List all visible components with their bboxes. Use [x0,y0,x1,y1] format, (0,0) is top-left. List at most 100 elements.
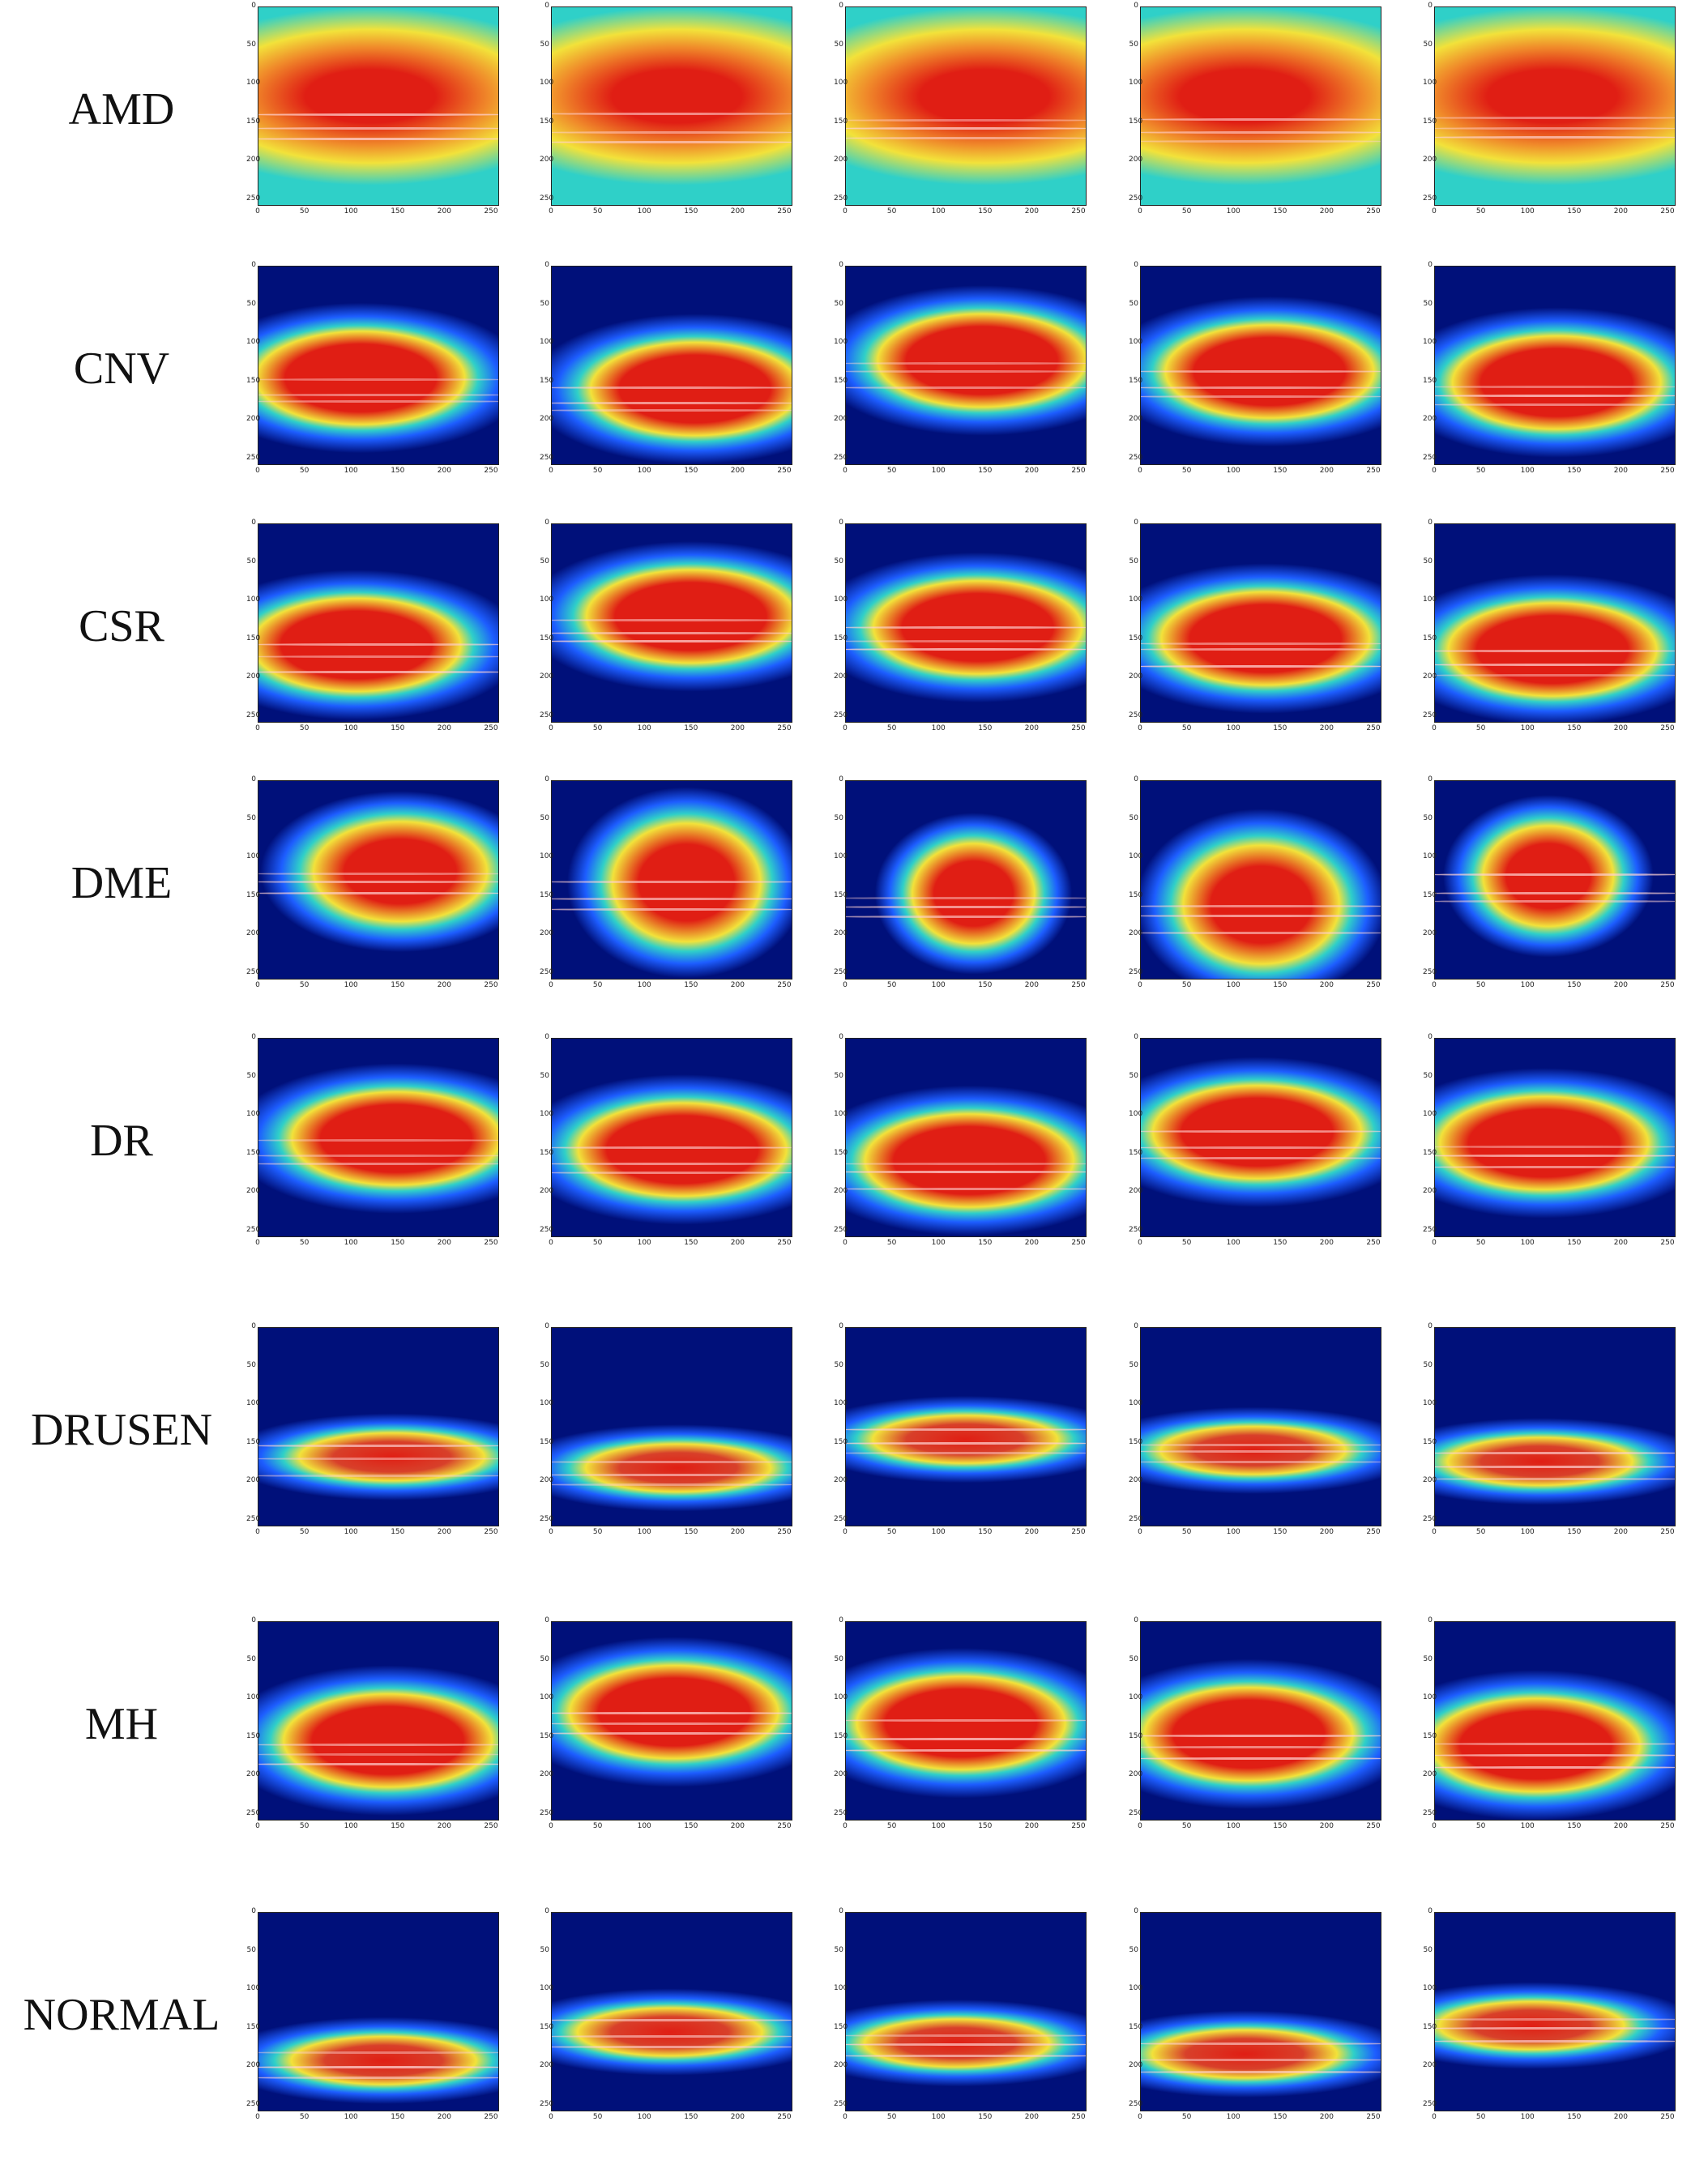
retina-layer [552,897,792,900]
y-tick-label: 0 [1134,775,1138,783]
y-tick-label: 150 [1129,1437,1143,1446]
retina-layer [258,642,498,646]
x-tick-label: 150 [684,1822,698,1830]
retina-layer [552,112,792,115]
y-tick-label: 100 [246,595,261,604]
x-tick-label: 150 [1567,467,1582,475]
y-tick-label: 200 [834,1476,848,1484]
x-tick-label: 150 [684,1528,698,1536]
retina-layer [1141,386,1381,389]
x-tick-label: 0 [1432,1528,1437,1536]
x-tick-label: 100 [931,207,946,216]
y-tick-label: 0 [544,519,549,527]
heatmap-panel: 0 0 50 50 100 100 150 150 200 200 250 250 [1423,774,1682,1009]
x-tick-label: 100 [931,981,946,989]
y-tick-label: 0 [1428,261,1433,269]
attention-heatmap [845,1038,1087,1237]
y-tick-label: 100 [540,1693,554,1701]
retina-layer [258,670,498,673]
x-tick-label: 200 [437,1528,451,1536]
y-tick-label: 200 [834,415,848,423]
y-tick-label: 150 [834,1148,848,1157]
retina-layer [846,370,1086,373]
y-tick-label: 150 [540,376,554,385]
x-tick-label: 200 [730,1822,745,1830]
y-tick-label: 50 [540,813,549,822]
retina-layer [552,386,792,389]
attention-heatmap [258,1912,499,2111]
attention-heatmap [551,1621,792,1821]
x-tick-label: 150 [978,207,993,216]
heatmap-panel: 0 0 50 50 100 100 150 150 200 200 250 250 [834,1031,1093,1266]
y-tick-label: 50 [834,1945,843,1954]
y-tick-label: 100 [834,1399,848,1407]
retina-layer [258,2066,498,2069]
row-label: CNV [73,344,170,394]
row-label: CSR [79,601,164,651]
x-tick-label: 200 [1613,2113,1628,2121]
x-tick-label: 50 [592,207,603,216]
x-tick-label: 0 [1432,724,1437,732]
retina-layer [1435,135,1675,139]
x-tick-label: 200 [1613,1528,1628,1536]
y-tick-label: 200 [834,156,848,164]
x-tick-label: 250 [484,2113,498,2121]
y-tick-label: 150 [1129,117,1143,126]
y-tick-label: 200 [1423,415,1437,423]
retina-layer [846,906,1086,909]
x-tick-label: 50 [1181,981,1192,989]
retina-layer [846,2054,1086,2057]
heatmap-panel: 0 0 50 50 100 100 150 150 200 200 250 250 [246,259,506,494]
x-tick-label: 100 [1226,207,1240,216]
x-tick-label: 150 [684,981,698,989]
y-tick-label: 100 [246,1110,261,1118]
retina-layer [1141,915,1381,917]
attention-heatmap [845,6,1087,206]
y-tick-label: 0 [251,2,256,10]
x-tick-label: 100 [1226,981,1240,989]
x-tick-label: 250 [1366,981,1381,989]
row-csr: CSR 0 0 50 50 100 100 150 150 200 200 250 250 0 0 50 50 1… [0,517,1708,760]
heatmap-panel: 0 0 50 50 100 100 150 150 200 200 250 250 [834,517,1093,752]
x-tick-label: 250 [1660,1822,1675,1830]
y-tick-label: 150 [1129,890,1143,899]
x-tick-label: 250 [777,467,792,475]
x-tick-label: 50 [299,1239,310,1247]
y-tick-label: 0 [839,1907,843,1915]
x-tick-label: 100 [637,467,651,475]
heatmap-panel: 0 0 50 50 100 100 150 150 200 200 250 250 [1129,1031,1388,1266]
retina-layer [552,1460,792,1463]
attention-heatmap [258,266,499,465]
y-tick-label: 150 [246,117,261,126]
x-tick-label: 250 [1366,207,1381,216]
x-tick-label: 250 [777,724,792,732]
x-tick-label: 150 [684,724,698,732]
x-tick-label: 200 [1613,981,1628,989]
heatmap-panel: 0 0 50 50 100 100 150 150 200 200 250 250 [540,1615,799,1850]
retina-layer [846,2043,1086,2046]
y-tick-label: 0 [251,261,256,269]
row-dme: DME 0 0 50 50 100 100 150 150 200 200 250 250 0 0 50 50 1… [0,774,1708,1017]
y-tick-label: 50 [246,1945,256,1954]
y-tick-label: 250 [540,1514,554,1523]
retina-layer [552,907,792,911]
y-tick-label: 200 [540,672,554,681]
x-tick-label: 200 [730,724,745,732]
y-tick-label: 200 [540,929,554,937]
heatmap-panel: 0 0 50 50 100 100 150 150 200 200 250 250 [540,1906,799,2141]
x-tick-label: 100 [1520,207,1535,216]
attention-heatmap [1434,1912,1676,2111]
x-tick-label: 100 [931,1822,946,1830]
x-tick-label: 50 [592,467,603,475]
retina-layer [1435,900,1675,903]
retina-layer [1141,904,1381,907]
x-tick-label: 100 [637,1822,651,1830]
x-tick-label: 200 [1024,2113,1039,2121]
heatmap-panel: 0 0 50 50 100 100 150 150 200 200 250 250 [1423,259,1682,494]
attention-heatmap [845,266,1087,465]
row-cnv: CNV 0 0 50 50 100 100 150 150 200 200 250 250 0 0 50 50 1… [0,259,1708,502]
y-tick-label: 50 [1423,299,1433,308]
retina-layer [1435,664,1675,667]
x-tick-label: 200 [1024,467,1039,475]
